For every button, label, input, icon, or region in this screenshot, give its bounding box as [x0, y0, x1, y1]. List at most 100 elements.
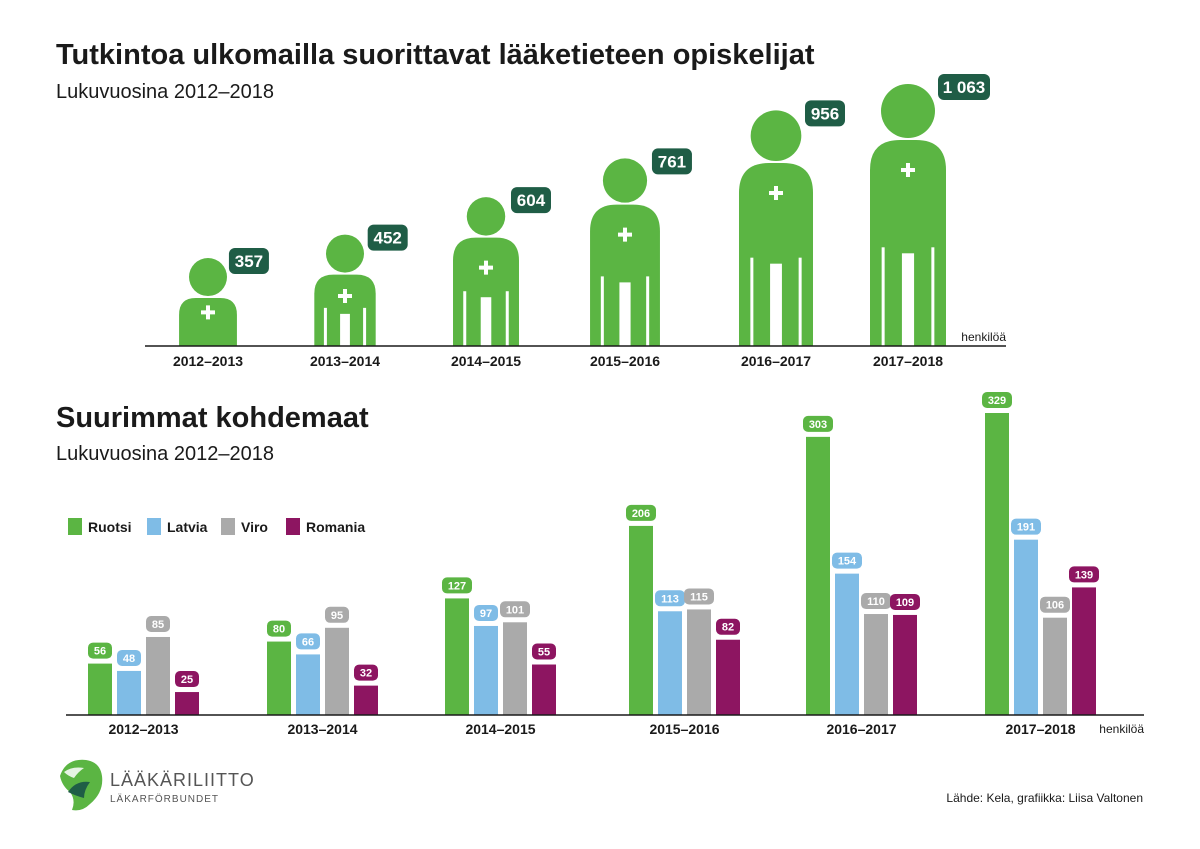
value-badge	[367, 224, 408, 251]
data-label: 66	[302, 636, 314, 648]
bar	[354, 685, 378, 715]
arm-gap	[798, 257, 802, 346]
x-tick-label: 2015–2016	[590, 353, 660, 369]
x-tick-label: 2015–2016	[649, 721, 719, 737]
data-label: 95	[331, 610, 343, 622]
data-label: 303	[809, 419, 827, 431]
data-label-badge	[296, 633, 320, 650]
data-label: 115	[690, 591, 708, 603]
data-label-badge	[803, 415, 833, 432]
legend-label: Romania	[306, 519, 365, 535]
legend-swatch	[68, 518, 82, 535]
person-body	[314, 274, 376, 346]
bar	[629, 525, 653, 715]
person-figure	[870, 84, 946, 346]
medical-cross-icon	[201, 305, 215, 320]
data-label: 106	[1046, 600, 1064, 612]
data-label-badge	[982, 392, 1012, 408]
arm-gap	[505, 291, 509, 346]
person-head	[602, 158, 648, 203]
bar	[1043, 617, 1067, 715]
data-label-badge	[325, 606, 349, 623]
logo-name: LÄÄKÄRILIITTO	[110, 770, 255, 790]
person-figure	[590, 158, 660, 346]
data-label: 85	[152, 619, 164, 631]
source-credit: Lähde: Kela, grafiikka: Liisa Valtonen	[946, 791, 1143, 805]
bar	[117, 670, 141, 715]
data-label-badge	[354, 664, 378, 681]
bar	[88, 663, 112, 715]
data-label: 110	[867, 596, 885, 608]
medical-cross-icon	[618, 227, 632, 242]
arm-gap	[646, 276, 650, 346]
data-label: 113	[661, 593, 679, 605]
leg-gap	[480, 297, 492, 346]
bar	[267, 641, 291, 715]
legend-swatch	[221, 518, 235, 535]
data-label-badge	[890, 593, 920, 610]
arm-gap	[323, 307, 327, 346]
value-badge	[805, 100, 846, 127]
data-label: 80	[273, 624, 285, 636]
data-label: 127	[448, 580, 466, 592]
bar	[835, 573, 859, 715]
person-body	[738, 163, 814, 346]
data-label: 139	[1075, 569, 1093, 581]
person-body	[590, 204, 660, 346]
bar	[893, 614, 917, 715]
data-label: 48	[123, 653, 135, 665]
medical-cross-icon	[769, 186, 783, 201]
bar	[687, 609, 711, 715]
bar	[658, 611, 682, 715]
data-label-badge	[474, 604, 498, 621]
chart2-plot: 56 48 85 25 2012–2013 80 66 95 32 2013–2014 127 97 1…	[88, 392, 1099, 737]
leg-gap	[770, 263, 782, 346]
bar	[325, 627, 349, 715]
data-label-badge	[88, 642, 112, 659]
arm-gap	[463, 291, 467, 346]
data-label-badge	[1069, 566, 1099, 583]
value-label: 761	[658, 152, 686, 171]
data-label-badge	[146, 615, 170, 632]
x-tick-label: 2017–2018	[1005, 721, 1075, 737]
data-label: 56	[94, 646, 106, 658]
person-figure	[738, 110, 814, 346]
leg-gap	[340, 313, 350, 346]
value-badge	[510, 187, 551, 214]
bar	[1072, 587, 1096, 715]
arm-gap	[363, 307, 367, 346]
data-label-badge	[1011, 518, 1041, 535]
x-tick-label: 2013–2014	[287, 721, 357, 737]
bar	[474, 625, 498, 715]
arm-gap	[881, 247, 885, 346]
chart1-unit-label: henkilöä	[961, 330, 1006, 344]
data-label: 82	[722, 622, 734, 634]
data-label-badge	[267, 620, 291, 637]
medical-cross-icon	[901, 163, 915, 177]
person-head	[750, 110, 802, 162]
data-label: 154	[838, 556, 857, 568]
data-label: 25	[181, 674, 193, 686]
legend-swatch	[147, 518, 161, 535]
person-head	[466, 197, 506, 236]
bar	[503, 622, 527, 715]
x-tick-label: 2016–2017	[741, 353, 811, 369]
chart1-title: Tutkintoa ulkomailla suorittavat lääketi…	[56, 39, 815, 71]
x-tick-label: 2012–2013	[108, 721, 178, 737]
bar	[146, 636, 170, 715]
person-body	[870, 140, 946, 346]
value-label: 1 063	[943, 78, 986, 97]
medical-cross-icon	[338, 289, 352, 304]
logo-subname: LÄKARFÖRBUNDET	[110, 793, 219, 805]
value-label: 357	[235, 252, 263, 271]
data-label: 329	[988, 395, 1006, 407]
person-head	[881, 84, 935, 138]
data-label-badge	[684, 588, 714, 605]
x-tick-label: 2013–2014	[310, 353, 380, 369]
bar	[532, 664, 556, 715]
legend-label: Viro	[241, 519, 268, 535]
leg-gap	[619, 282, 631, 346]
arm-gap	[600, 276, 604, 346]
bar	[296, 654, 320, 715]
